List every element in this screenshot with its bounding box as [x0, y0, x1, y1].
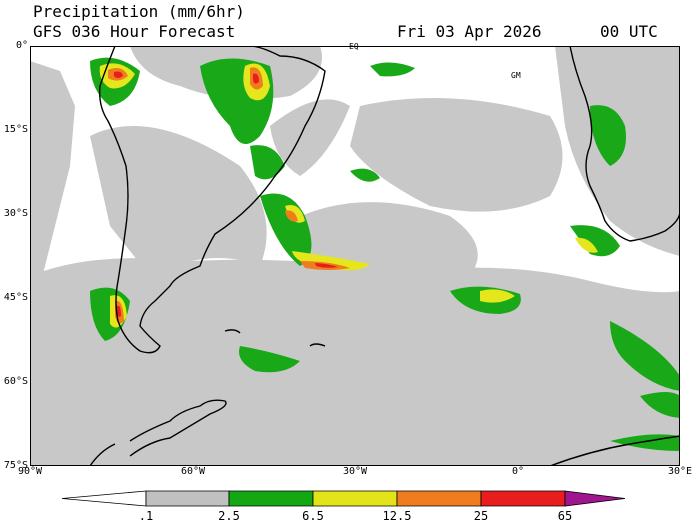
map-title: Precipitation (mm/6hr)	[33, 2, 245, 21]
lon-label-30w: 30°W	[342, 466, 368, 477]
greenwich-meridian-annotation: GM	[511, 71, 521, 80]
colorbar-segment-2	[228, 490, 314, 507]
colorbar-label-1: 2.5	[218, 509, 240, 523]
lon-label-90w: 90°W	[17, 466, 43, 477]
colorbar-label-4: 25	[473, 509, 489, 523]
forecast-time: 00 UTC	[600, 22, 658, 41]
forecast-subtitle: GFS 036 Hour Forecast	[33, 22, 236, 41]
colorbar-segment-0	[61, 490, 147, 507]
lon-label-0: 0°	[511, 466, 525, 477]
lon-label-30e: 30°E	[667, 466, 693, 477]
precip-light-areas	[30, 46, 680, 466]
lat-label-15s: 15°S	[3, 124, 28, 135]
forecast-date: Fri 03 Apr 2026	[397, 22, 542, 41]
colorbar-segment-1	[145, 490, 230, 507]
colorbar-segment-4	[396, 490, 482, 507]
lon-label-60w: 60°W	[180, 466, 206, 477]
colorbar-label-0: .1	[138, 509, 154, 523]
colorbar-segment-6	[564, 490, 626, 507]
colorbar-segment-3	[312, 490, 398, 507]
lat-label-30s: 30°S	[3, 208, 28, 219]
colorbar-label-2: 6.5	[302, 509, 324, 523]
precipitation-map	[30, 46, 680, 466]
coastlines	[89, 46, 680, 466]
map-frame	[30, 46, 680, 466]
precip-extreme-areas	[114, 71, 338, 317]
colorbar-label-3: 12.5	[382, 509, 412, 523]
lat-label-60s: 60°S	[3, 376, 28, 387]
lat-label-45s: 45°S	[3, 292, 28, 303]
lat-label-0: 0°	[15, 40, 28, 51]
lat-label-75s: 75°S	[3, 460, 28, 471]
colorbar-label-5: 65	[557, 509, 573, 523]
colorbar-segment-5	[480, 490, 566, 507]
equator-annotation: EQ	[349, 42, 359, 51]
precipitation-colorbar	[61, 490, 626, 507]
